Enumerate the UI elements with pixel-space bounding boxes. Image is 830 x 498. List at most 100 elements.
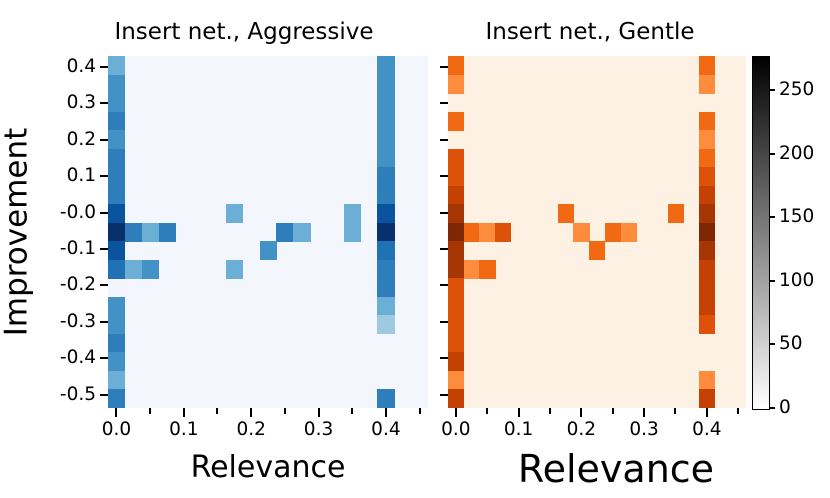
x-tick-label: 0.4	[692, 419, 722, 440]
heatmap-cell	[698, 185, 716, 205]
heatmap-cell	[604, 222, 621, 242]
heatmap-cell	[698, 111, 716, 131]
heatmap-cell	[276, 222, 294, 242]
heatmap-cell	[698, 278, 716, 298]
heatmap-cell	[377, 56, 395, 76]
colorbar-tick-label: 50	[779, 333, 803, 355]
x-tick-label: 0.1	[169, 419, 199, 440]
heatmap-cell	[108, 315, 126, 335]
heatmap-cell	[124, 222, 143, 242]
heatmap-cell	[698, 204, 716, 224]
heatmap-cell	[343, 222, 362, 242]
x-tick-label: 0.4	[371, 419, 401, 440]
y-tick	[100, 247, 108, 250]
x-tick-label: 0.3	[303, 419, 334, 440]
heatmap-cell	[448, 56, 465, 76]
x-tick-label: 0.1	[503, 419, 534, 440]
x-axis-label-left: Relevance	[190, 450, 346, 485]
heatmap-cell	[108, 185, 126, 205]
heatmap-cell	[698, 222, 716, 242]
heatmap-cell	[698, 241, 716, 261]
colorbar-tick-label: 250	[779, 79, 815, 101]
y-tick	[440, 65, 448, 68]
x-major-tick	[705, 408, 708, 417]
y-tick-label: 0.3	[66, 92, 96, 114]
heatmap-cell	[448, 333, 465, 353]
heatmap-cell	[479, 222, 496, 242]
heatmap-cell	[698, 259, 716, 279]
heatmap-cell	[108, 389, 126, 409]
heatmap-cell	[377, 241, 395, 261]
heatmap-cell	[557, 204, 574, 224]
heatmap-cell	[377, 278, 395, 298]
y-tick	[440, 211, 448, 214]
heatmap-cell	[108, 241, 126, 261]
heatmap-cell	[293, 222, 311, 242]
heatmap-cell	[448, 315, 465, 335]
heatmap-cell	[448, 389, 465, 409]
heatmap-cell	[225, 259, 244, 279]
heatmap-cell	[448, 167, 465, 187]
y-tick-label: 0.2	[66, 128, 96, 150]
heatmap-cell	[448, 148, 465, 168]
heatmap-cell	[108, 167, 126, 187]
heatmap-cell	[698, 74, 716, 94]
heatmap-cell	[377, 389, 395, 409]
heatmap-cell	[463, 259, 480, 279]
heatmap-cell	[108, 352, 126, 372]
heatmap-cell	[108, 370, 126, 390]
heatmap-cell	[108, 111, 126, 131]
y-tick	[440, 393, 448, 396]
x-axis-label-right: Relevance	[517, 447, 715, 491]
x-tick-label: 0.0	[101, 419, 132, 440]
heatmap-cell	[108, 74, 126, 94]
heatmap-cell	[108, 93, 126, 113]
heatmap-cell	[343, 204, 362, 224]
x-minor-tick	[283, 408, 286, 414]
heatmap-cell	[141, 222, 159, 242]
heatmap-cell	[377, 259, 395, 279]
heatmap-cell	[377, 222, 395, 242]
x-tick-label: 0.0	[441, 419, 471, 440]
x-major-tick	[317, 408, 320, 417]
y-tick	[440, 138, 448, 141]
heatmap-cell	[479, 259, 496, 279]
y-tick	[100, 284, 108, 287]
heatmap-cell	[377, 185, 395, 205]
colorbar-tick	[769, 279, 775, 282]
y-tick	[100, 175, 108, 178]
y-tick-label: -0.1	[59, 237, 96, 259]
panel-title-aggressive: Insert net., Aggressive	[114, 19, 374, 45]
y-axis-label: Improvement	[0, 127, 35, 337]
heatmap-cell	[124, 259, 143, 279]
heatmap-cell	[141, 259, 159, 279]
heatmap-cell	[448, 185, 465, 205]
y-tick	[440, 284, 448, 287]
heatmap-cell	[698, 56, 716, 76]
heatmap-cell	[448, 74, 465, 94]
heatmap-cell	[448, 111, 465, 131]
x-minor-tick	[149, 408, 152, 414]
x-tick-label: 0.2	[236, 419, 266, 440]
heatmap-cell	[463, 222, 480, 242]
y-tick	[100, 102, 108, 105]
heatmap-cell	[698, 315, 716, 335]
y-tick	[100, 357, 108, 360]
heatmap-cell	[698, 370, 716, 390]
y-tick-label: 0.4	[66, 55, 96, 77]
panel-title-gentle: Insert net., Gentle	[485, 19, 695, 45]
y-tick-label: 0.1	[66, 164, 96, 186]
heatmap-cell	[448, 278, 465, 298]
y-tick-label: -0.2	[59, 274, 96, 296]
heatmap-cell	[448, 352, 465, 372]
y-tick-label: -0.4	[59, 346, 96, 368]
x-major-tick	[115, 408, 118, 417]
heatmap-cell	[698, 130, 716, 150]
heatmap-cell	[448, 370, 465, 390]
heatmap-cell	[377, 130, 395, 150]
y-tick-label: -0.0	[59, 201, 96, 223]
heatmap-cell	[589, 241, 606, 261]
y-tick	[100, 393, 108, 396]
heatmap-cell	[698, 167, 716, 187]
heatmap-cell	[448, 222, 465, 242]
